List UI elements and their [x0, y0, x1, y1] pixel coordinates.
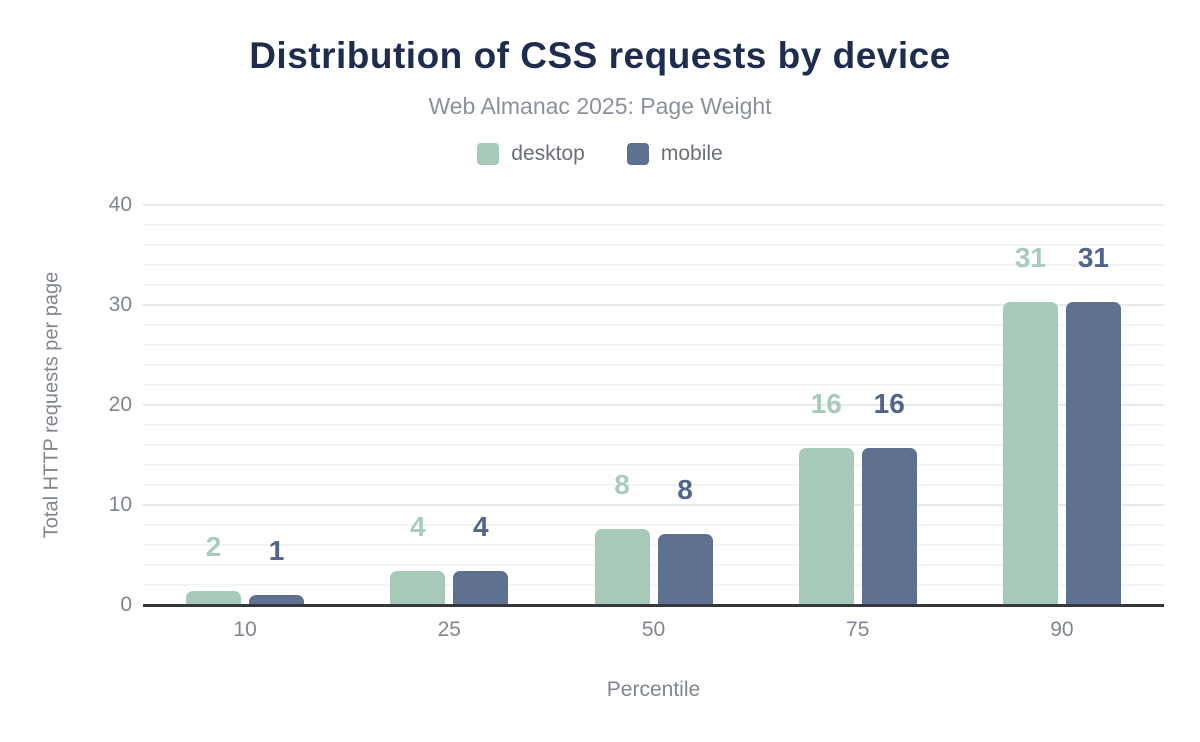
bar-label-desktop-p90: 31	[1014, 242, 1046, 273]
bar-mobile-p10: 1	[249, 535, 305, 605]
chart-subtitle: Web Almanac 2025: Page Weight	[428, 93, 772, 119]
x-axis-line	[143, 604, 1164, 607]
bar-desktop-p50: 8	[594, 469, 650, 605]
gridline-minor-6	[143, 544, 1164, 546]
bar-mobile-p90: 31	[1065, 242, 1121, 605]
y-tick-0: 0	[120, 593, 132, 616]
gridline-minor-2	[143, 584, 1164, 586]
bar-label-desktop-p25: 4	[410, 511, 426, 542]
y-tick-30: 30	[108, 293, 132, 316]
legend-item-mobile[interactable]: mobile	[626, 142, 723, 166]
legend-swatch-mobile	[626, 143, 649, 165]
y-tick-40: 40	[108, 193, 132, 216]
chart-title: Distribution of CSS requests by device	[249, 35, 951, 76]
y-tick-20: 20	[108, 393, 132, 416]
gridline-minor-8	[143, 524, 1164, 526]
gridline-minor-12	[143, 484, 1164, 486]
gridline-minor-32	[143, 284, 1164, 286]
y-tick-10: 10	[108, 493, 132, 516]
gridline-major-20	[143, 404, 1164, 406]
x-axis-title: Percentile	[606, 678, 701, 701]
bar-label-mobile-p10: 1	[268, 535, 285, 566]
bar-desktop-p25: 4	[390, 511, 446, 605]
bar-label-desktop-p10: 2	[205, 531, 222, 562]
gridline-major-10	[143, 504, 1164, 506]
bar-label-mobile-p90: 31	[1077, 242, 1109, 273]
legend: desktop mobile	[0, 142, 1200, 166]
gridline-minor-4	[143, 564, 1164, 566]
gridline-minor-38	[143, 224, 1164, 226]
x-tick-90: 90	[1050, 618, 1074, 641]
gridline-major-40	[143, 204, 1164, 206]
bar-desktop-p90: 31	[1002, 242, 1058, 605]
gridline-minor-14	[143, 464, 1164, 466]
bar-group-p90: 31 31	[960, 205, 1164, 605]
legend-item-desktop[interactable]: desktop	[477, 142, 585, 166]
bar-groups: 2 1 4 4 8 8 16 16 31 31	[143, 205, 1164, 605]
bar-group-p75: 16 16	[756, 205, 960, 605]
x-tick-50: 50	[641, 618, 666, 641]
gridline-minor-16	[143, 444, 1164, 446]
bar-label-mobile-p75: 16	[873, 388, 905, 419]
gridline-minor-34	[143, 264, 1164, 266]
x-tick-75: 75	[846, 618, 870, 641]
gridline-minor-28	[143, 324, 1164, 326]
legend-swatch-desktop	[477, 143, 500, 165]
x-tick-10: 10	[233, 618, 257, 641]
gridline-minor-18	[143, 424, 1164, 426]
gridline-major-30	[143, 304, 1164, 306]
gridline-minor-24	[143, 364, 1164, 366]
bar-desktop-p75: 16	[798, 388, 854, 605]
bar-label-desktop-p75: 16	[810, 388, 842, 419]
bar-label-mobile-p50: 8	[677, 474, 693, 505]
bar-mobile-p25: 4	[453, 511, 509, 605]
plot-area: 2 1 4 4 8 8 16 16 31 31	[143, 204, 1164, 607]
gridline-minor-26	[143, 344, 1164, 346]
legend-label-mobile: mobile	[660, 142, 723, 165]
gridline-minor-22	[143, 384, 1164, 386]
x-axis-labels: 10 25 50 75 90	[143, 618, 1164, 642]
bar-label-mobile-p25: 4	[473, 511, 489, 542]
bar-mobile-p75: 16	[861, 388, 917, 605]
bar-mobile-p50: 8	[657, 474, 713, 605]
bar-label-desktop-p50: 8	[614, 469, 630, 500]
x-tick-25: 25	[437, 618, 461, 641]
gridline-minor-36	[143, 244, 1164, 246]
legend-label-desktop: desktop	[511, 142, 585, 165]
bar-desktop-p10: 2	[186, 531, 242, 605]
